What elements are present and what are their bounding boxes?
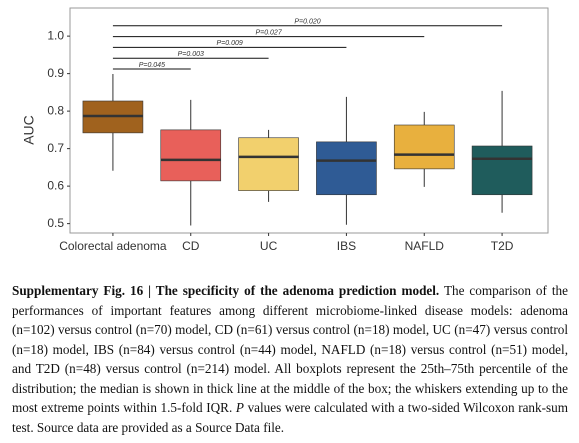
y-tick-label: 0.8 — [47, 103, 64, 117]
box — [316, 141, 377, 196]
caption-text: values were calculated with a two-sided … — [12, 400, 568, 435]
p-value-label: P=0.003 — [178, 51, 204, 58]
box — [393, 124, 455, 170]
y-tick-label: 0.9 — [47, 66, 64, 80]
x-tick-label: UC — [260, 239, 278, 250]
panel — [69, 7, 549, 234]
p-value-label: P=0.009 — [217, 40, 243, 47]
chart: AUC 0.5 0.6 0.7 0.8 0.9 1.0 Colorectal adenoma… — [21, 7, 549, 250]
caption-title: Supplementary Fig. 16 | The specificity … — [12, 283, 440, 298]
y-axis-label: AUC — [21, 115, 37, 145]
x-tick-label: IBS — [337, 239, 356, 250]
x-tick-label: Colorectal adenoma — [59, 239, 167, 250]
p-value-label: P=0.027 — [255, 29, 282, 36]
y-tick-label: 0.6 — [47, 178, 64, 192]
x-tick-label: CD — [182, 239, 200, 250]
box — [471, 145, 533, 196]
p-value-label: P=0.045 — [139, 62, 165, 69]
caption: Supplementary Fig. 16 | The specificity … — [12, 281, 568, 437]
caption-text: The comparison of the performances of im… — [12, 283, 568, 415]
y-tick-label: 0.7 — [47, 141, 64, 155]
y-tick-label: 0.5 — [47, 216, 64, 230]
p-value-label: P=0.020 — [294, 19, 320, 26]
caption-italic: P — [235, 400, 244, 415]
x-tick-label: NAFLD — [405, 239, 445, 250]
x-tick-label: T2D — [491, 239, 514, 250]
y-tick-label: 1.0 — [47, 28, 64, 42]
box — [238, 137, 299, 191]
box — [160, 129, 222, 182]
